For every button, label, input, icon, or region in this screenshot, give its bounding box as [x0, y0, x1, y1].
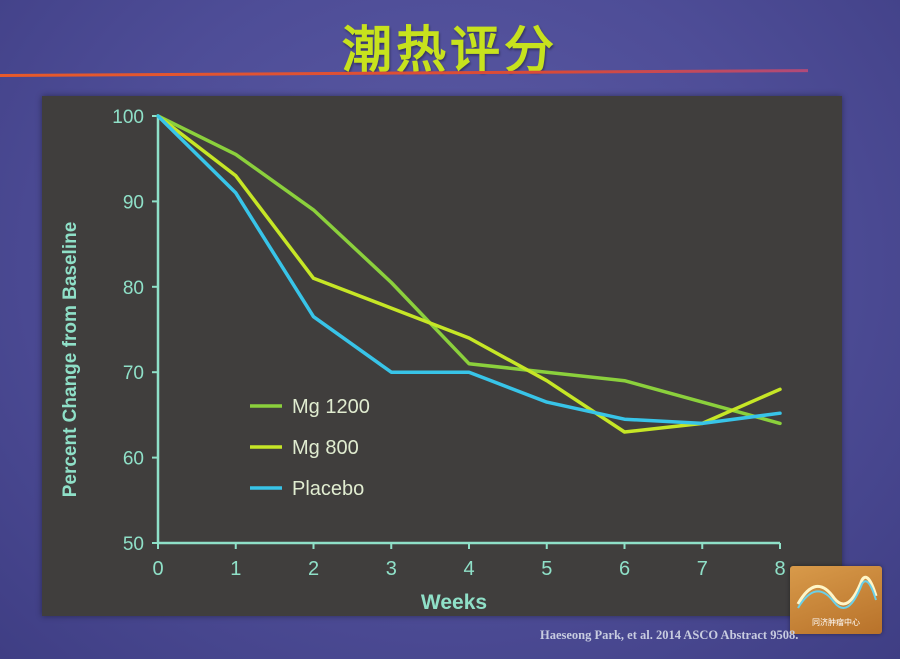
line-chart: 50 60 70 80 90 100 0 1 2 3 4 5 6 7 8 Weeks Percent Chang… — [42, 96, 842, 616]
x-tick-label: 5 — [541, 558, 552, 580]
x-tick-label: 0 — [152, 558, 163, 580]
y-tick-label: 90 — [123, 192, 144, 213]
x-tick-label: 3 — [386, 558, 397, 580]
x-tick-label: 8 — [774, 558, 785, 580]
logo-text: 同济肿瘤中心 — [790, 617, 882, 628]
chart-panel: 50 60 70 80 90 100 0 1 2 3 4 5 6 7 8 Weeks Percent Chang… — [42, 96, 842, 616]
y-tick-label: 80 — [123, 278, 144, 299]
legend-label: Mg 1200 — [292, 396, 370, 418]
legend-label: Placebo — [292, 478, 364, 500]
x-tick-label: 4 — [463, 558, 474, 580]
series-line-mg-1200 — [158, 116, 780, 423]
y-tick-label: 50 — [123, 534, 144, 555]
legend-label: Mg 800 — [292, 437, 359, 459]
x-tick-label: 2 — [308, 558, 319, 580]
x-tick-label: 1 — [230, 558, 241, 580]
x-tick-label: 7 — [697, 558, 708, 580]
y-axis-title: Percent Change from Baseline — [60, 222, 81, 498]
series-line-placebo — [158, 116, 780, 423]
logo-wave-icon — [790, 566, 882, 616]
x-axis-title: Weeks — [421, 591, 487, 614]
y-tick-label: 100 — [112, 107, 144, 128]
logo: 同济肿瘤中心 — [790, 566, 882, 634]
citation: Haeseong Park, et al. 2014 ASCO Abstract… — [540, 628, 798, 643]
y-tick-label: 60 — [123, 449, 144, 470]
x-tick-label: 6 — [619, 558, 630, 580]
y-tick-label: 70 — [123, 363, 144, 384]
